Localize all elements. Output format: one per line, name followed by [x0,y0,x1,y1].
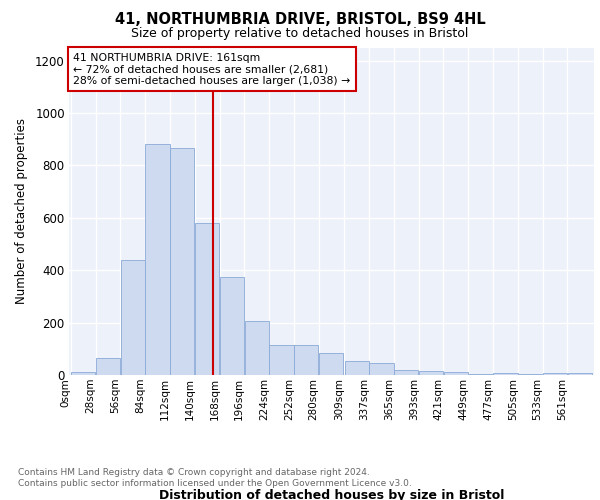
Bar [394,370,418,375]
Bar [444,372,468,375]
Bar [370,363,394,375]
Bar [568,373,592,375]
Bar [469,374,493,375]
Bar [220,277,244,375]
Bar [319,352,343,375]
Bar [96,358,120,375]
Text: Contains HM Land Registry data © Crown copyright and database right 2024.
Contai: Contains HM Land Registry data © Crown c… [18,468,412,487]
Bar [543,373,567,375]
Text: 41 NORTHUMBRIA DRIVE: 161sqm
← 72% of detached houses are smaller (2,681)
28% of: 41 NORTHUMBRIA DRIVE: 161sqm ← 72% of de… [73,52,350,86]
Bar [493,373,518,375]
Bar [245,322,269,375]
X-axis label: Distribution of detached houses by size in Bristol: Distribution of detached houses by size … [159,490,504,500]
Text: 41, NORTHUMBRIA DRIVE, BRISTOL, BS9 4HL: 41, NORTHUMBRIA DRIVE, BRISTOL, BS9 4HL [115,12,485,28]
Text: Size of property relative to detached houses in Bristol: Size of property relative to detached ho… [131,28,469,40]
Bar [344,360,369,375]
Bar [145,144,170,375]
Bar [419,371,443,375]
Bar [294,345,319,375]
Bar [518,374,542,375]
Bar [121,260,145,375]
Bar [170,148,194,375]
Bar [195,223,219,375]
Bar [71,372,95,375]
Y-axis label: Number of detached properties: Number of detached properties [15,118,28,304]
Bar [269,345,293,375]
